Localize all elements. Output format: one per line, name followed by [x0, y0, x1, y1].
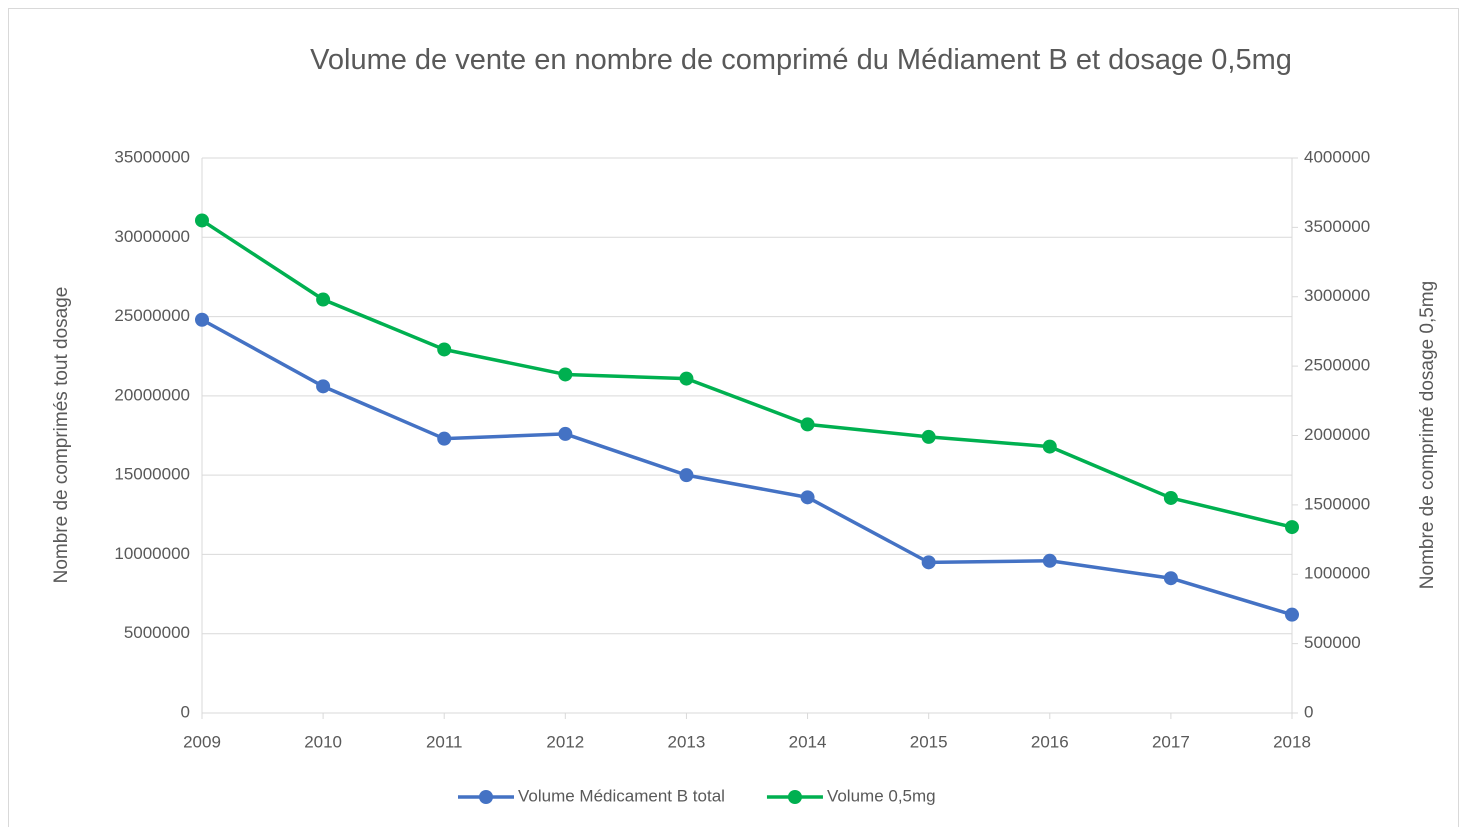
legend-marker [787, 790, 802, 804]
x-tick-label: 2011 [426, 732, 463, 751]
legend-marker [479, 790, 493, 804]
y-tick-label: 10000000 [114, 544, 190, 563]
data-point [558, 426, 573, 441]
data-point [316, 379, 331, 394]
y2-tick-label: 0 [1304, 702, 1313, 721]
y2-tick-label: 2500000 [1304, 356, 1370, 375]
data-point [1042, 439, 1057, 454]
y2-tick-label: 1500000 [1304, 494, 1370, 513]
x-tick-label: 2014 [789, 732, 827, 751]
y-tick-label: 20000000 [114, 385, 190, 404]
x-tick-label: 2018 [1273, 732, 1311, 751]
y2-tick-label: 3000000 [1304, 286, 1370, 305]
y2-tick-label: 1000000 [1304, 564, 1370, 583]
x-tick-label: 2016 [1031, 732, 1069, 751]
y2-tick-label: 4000000 [1304, 147, 1370, 166]
y-tick-label: 30000000 [114, 227, 190, 246]
y-tick-label: 5000000 [124, 623, 190, 642]
x-tick-label: 2013 [668, 732, 706, 751]
data-point [558, 367, 573, 382]
chart-border [8, 8, 1459, 827]
y-tick-label: 35000000 [114, 147, 190, 166]
y-tick-label: 0 [181, 702, 190, 721]
data-point [1285, 607, 1299, 622]
series-line [201, 318, 1293, 617]
data-point [437, 342, 452, 357]
x-tick-label: 2017 [1152, 732, 1190, 751]
data-point [679, 371, 694, 386]
data-point [195, 213, 209, 228]
data-point [679, 468, 694, 483]
data-point [921, 555, 936, 570]
y-tick-label: 15000000 [114, 465, 190, 484]
data-point [800, 417, 815, 432]
data-point [1163, 571, 1178, 586]
chart-title: Volume de vente en nombre de comprimé du… [310, 44, 1292, 76]
x-tick-label: 2012 [546, 732, 584, 751]
legend-label: Volume 0,5mg [827, 786, 936, 805]
x-tick-label: 2015 [910, 732, 948, 751]
data-point [316, 292, 331, 307]
series-line [201, 218, 1293, 529]
data-point [437, 431, 452, 446]
y-tick-label: 25000000 [114, 306, 190, 325]
y2-tick-label: 2000000 [1304, 425, 1370, 444]
legend-label: Volume Médicament B total [518, 786, 725, 805]
data-point [1285, 520, 1299, 535]
data-point [1163, 490, 1178, 505]
y2-axis-title: Nombre de comprimé dosage 0,5mg [1417, 281, 1438, 589]
data-point [921, 429, 936, 444]
data-point [195, 312, 209, 327]
data-point [800, 490, 815, 505]
data-point [1042, 553, 1057, 568]
y2-tick-label: 3500000 [1304, 217, 1370, 236]
x-tick-label: 2010 [304, 732, 342, 751]
x-tick-label: 2009 [183, 732, 221, 751]
y2-tick-label: 500000 [1304, 633, 1361, 652]
y-axis-title: Nombre de comprimés tout dosage [51, 287, 72, 584]
